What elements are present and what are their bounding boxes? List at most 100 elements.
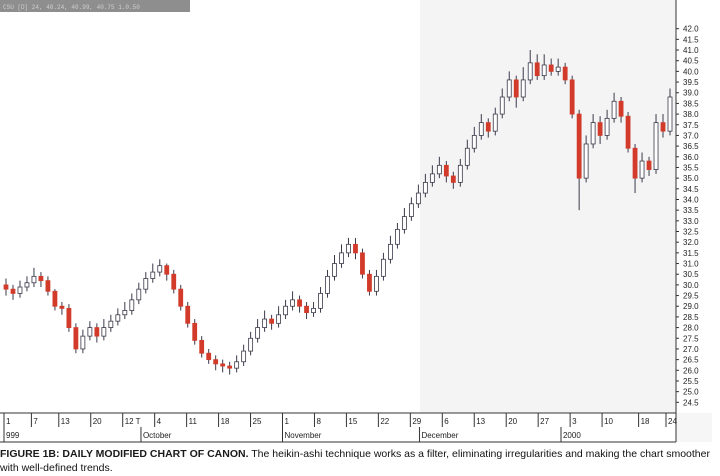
candle-body-down <box>353 243 358 254</box>
y-tick-label: 34.5 <box>683 185 699 194</box>
x-tick-label: 12 T <box>125 417 141 426</box>
y-tick-label: 30.0 <box>683 281 699 290</box>
x-tick-label: 29 <box>412 417 421 426</box>
month-label: 2000 <box>563 431 581 440</box>
candle-body-down <box>646 160 652 170</box>
candle-body-down <box>562 66 568 81</box>
y-tick-label: 40.0 <box>683 67 699 76</box>
x-tick-label: 7 <box>33 417 38 426</box>
candle-body-up <box>639 160 645 179</box>
x-tick-label: 18 <box>641 417 650 426</box>
candle-body-up <box>150 271 156 279</box>
candle-body-up <box>129 299 135 311</box>
x-tick-label: 25 <box>253 417 262 426</box>
candle-body-down <box>73 327 79 350</box>
x-tick-label: 24 <box>668 417 677 426</box>
candle-body-down <box>94 327 100 337</box>
plot-area-second-half <box>420 0 676 413</box>
candle-body-up <box>388 243 393 260</box>
y-tick-label: 30.5 <box>683 270 699 279</box>
y-tick-label: 33.0 <box>683 217 699 226</box>
candle-body-down <box>3 284 9 290</box>
candle-body-down <box>52 290 58 307</box>
candle-body-up <box>401 216 407 230</box>
candle-body-up <box>31 275 37 284</box>
candle-body-down <box>360 252 365 275</box>
candle-body-up <box>471 135 477 149</box>
axis-corner <box>676 413 712 442</box>
candle-body-up <box>325 275 330 294</box>
candle-body-down <box>534 62 540 77</box>
y-tick-label: 25.5 <box>683 377 699 386</box>
y-tick-label: 32.0 <box>683 238 699 247</box>
y-tick-label: 41.5 <box>683 35 699 44</box>
candle-body-down <box>660 122 666 132</box>
candle-body-down <box>443 164 449 177</box>
x-tick-label: 27 <box>540 417 549 426</box>
y-tick-label: 26.0 <box>683 366 699 375</box>
y-tick-label: 27.0 <box>683 345 699 354</box>
candle-body-up <box>311 307 316 314</box>
candle-body-up <box>415 192 421 205</box>
figure-caption: FIGURE 1B: DAILY MODIFIED CHART OF CANON… <box>0 447 720 476</box>
candle-body-up <box>108 320 114 328</box>
candle-body-down <box>513 79 519 98</box>
candle-body-up <box>276 314 281 324</box>
y-tick-label: 41.0 <box>683 46 699 55</box>
y-tick-label: 40.5 <box>683 57 699 66</box>
x-tick-label: 1 <box>6 417 11 426</box>
candle-body-up <box>318 293 323 309</box>
price-axis-band <box>676 0 712 413</box>
candle-body-up <box>339 252 344 264</box>
month-label: December <box>421 431 458 440</box>
y-tick-label: 33.5 <box>683 206 699 215</box>
y-tick-label: 32.5 <box>683 228 699 237</box>
candle-body-up <box>653 122 659 170</box>
candle-body-up <box>255 327 261 339</box>
figure-description: The heikin-ashi technique works as a fil… <box>0 448 710 474</box>
candle-body-down <box>569 79 575 115</box>
candle-body-up <box>499 96 505 115</box>
x-tick-label: 1 <box>284 417 289 426</box>
y-tick-label: 42.0 <box>683 25 699 34</box>
candle-body-up <box>611 100 617 119</box>
candle-body-down <box>632 147 638 179</box>
x-tick-label: 10 <box>604 417 613 426</box>
x-axis-band <box>0 413 676 442</box>
candle-body-up <box>157 265 163 273</box>
candle-body-up <box>408 203 414 217</box>
candle-body-up <box>290 299 295 307</box>
y-tick-label: 26.5 <box>683 356 699 365</box>
y-tick-label: 38.5 <box>683 99 699 108</box>
candle-body-down <box>66 307 72 328</box>
candle-body-up <box>583 143 589 179</box>
y-tick-label: 29.0 <box>683 302 699 311</box>
candle-body-down <box>548 64 554 72</box>
x-tick-label: 4 <box>157 417 162 426</box>
candle-body-down <box>178 288 184 307</box>
candle-body-up <box>262 318 268 328</box>
candle-body-down <box>38 275 44 282</box>
candle-body-up <box>17 286 23 294</box>
chart-header-bar <box>0 0 190 12</box>
candle-body-down <box>59 305 65 309</box>
candle-body-up <box>101 327 107 337</box>
x-tick-label: 13 <box>476 417 485 426</box>
x-tick-label: 22 <box>380 417 389 426</box>
candle-body-up <box>234 361 240 369</box>
candle-body-up <box>80 335 86 350</box>
candle-body-down <box>164 265 170 275</box>
x-tick-label: 13 <box>61 417 70 426</box>
candle-body-down <box>10 288 16 294</box>
candle-body-down <box>485 122 491 132</box>
candle-body-up <box>248 337 254 352</box>
candle-body-down <box>450 175 456 183</box>
candle-body-down <box>576 113 582 179</box>
x-tick-label: 18 <box>221 417 230 426</box>
x-tick-label: 3 <box>572 417 577 426</box>
y-tick-label: 39.0 <box>683 89 699 98</box>
candle-body-down <box>199 340 205 354</box>
candle-body-up <box>527 62 533 81</box>
date-axis: 1 7 13 20 12 T 4 11 18 25 1 8 15 22 29 6 13 20 27 3 10 18 249… <box>0 412 677 443</box>
candle-body-up <box>143 278 149 290</box>
